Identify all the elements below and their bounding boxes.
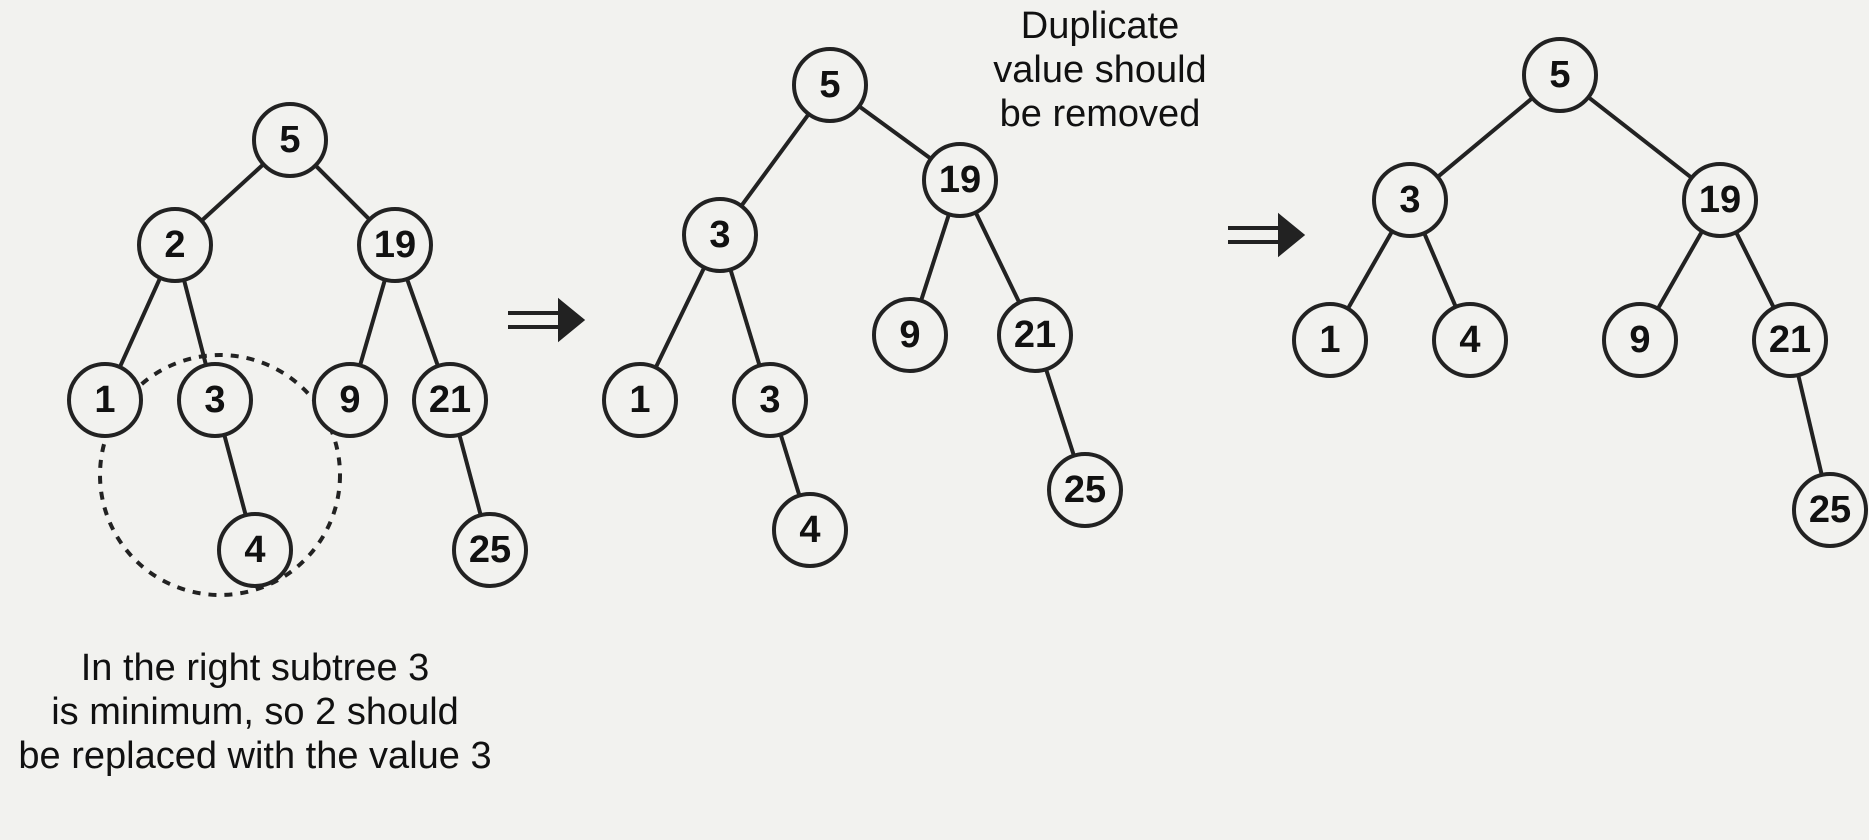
tree-edge	[315, 165, 369, 219]
node-label: 19	[1699, 179, 1741, 221]
node-label: 9	[899, 314, 920, 356]
node-label: 2	[164, 224, 185, 266]
tree-edge	[730, 269, 759, 365]
tree-edge	[184, 280, 206, 365]
tree-node: 1	[604, 364, 676, 436]
node-label: 1	[94, 379, 115, 421]
tree-node: 19	[1684, 164, 1756, 236]
tree-edge	[459, 435, 480, 515]
tree-node: 2	[139, 209, 211, 281]
node-label: 5	[819, 64, 840, 106]
node-label: 5	[1549, 54, 1570, 96]
node-label: 3	[204, 379, 225, 421]
tree-node: 5	[254, 104, 326, 176]
annotation-duplicate: Duplicatevalue shouldbe removed	[993, 5, 1206, 135]
tree-edge	[202, 164, 264, 220]
tree-edge	[1658, 231, 1702, 308]
annotation-line: value should	[993, 49, 1206, 91]
node-label: 21	[1014, 314, 1056, 356]
node-label: 4	[1459, 319, 1480, 361]
tree-node: 21	[999, 299, 1071, 371]
node-label: 21	[1769, 319, 1811, 361]
node-label: 4	[244, 529, 265, 571]
node-label: 25	[1809, 489, 1851, 531]
tree-node: 4	[219, 514, 291, 586]
tree-3: 53191492125	[1294, 39, 1866, 546]
tree-node: 4	[774, 494, 846, 566]
tree-node: 19	[359, 209, 431, 281]
node-label: 1	[629, 379, 650, 421]
tree-edge	[976, 212, 1020, 302]
node-label: 19	[939, 159, 981, 201]
tree-node: 1	[1294, 304, 1366, 376]
annotation-line: be removed	[1000, 93, 1201, 135]
node-label: 3	[759, 379, 780, 421]
transition-arrow	[1228, 217, 1302, 253]
annotation-line: In the right subtree 3	[81, 647, 430, 689]
tree-node: 25	[454, 514, 526, 586]
tree-node: 5	[1524, 39, 1596, 111]
node-label: 21	[429, 379, 471, 421]
tree-node: 9	[314, 364, 386, 436]
tree-edge	[781, 434, 800, 495]
tree-node: 9	[1604, 304, 1676, 376]
annotation-right-subtree: In the right subtree 3is minimum, so 2 s…	[18, 647, 491, 777]
node-label: 1	[1319, 319, 1340, 361]
annotation-line: Duplicate	[1021, 5, 1179, 47]
tree-edge	[1348, 231, 1392, 308]
tree-edge	[360, 280, 385, 366]
tree-1: 5 2 19 1 3 9 21 4 25	[69, 104, 526, 586]
tree-node: 9	[874, 299, 946, 371]
tree-edge	[224, 435, 245, 515]
node-label: 19	[374, 224, 416, 266]
node-label: 25	[469, 529, 511, 571]
annotation-line: is minimum, so 2 should	[51, 691, 459, 733]
tree-edge	[656, 267, 705, 367]
tree-edge	[1798, 375, 1822, 475]
tree-node: 3	[734, 364, 806, 436]
tree-node: 21	[1754, 304, 1826, 376]
node-label: 4	[799, 509, 820, 551]
tree-edge	[407, 279, 438, 366]
tree-edge	[1438, 98, 1533, 177]
tree-node: 3	[684, 199, 756, 271]
tree-edge	[1046, 369, 1074, 455]
tree-node: 21	[414, 364, 486, 436]
node-label: 5	[279, 119, 300, 161]
node-label: 9	[1629, 319, 1650, 361]
transition-arrow	[508, 302, 582, 338]
tree-edge	[120, 278, 160, 367]
tree-edge	[921, 214, 949, 300]
node-label: 25	[1064, 469, 1106, 511]
tree-node: 3	[1374, 164, 1446, 236]
tree-node: 25	[1049, 454, 1121, 526]
tree-node: 5	[794, 49, 866, 121]
tree-node: 19	[924, 144, 996, 216]
tree-edge	[1588, 97, 1691, 178]
tree-node: 1	[69, 364, 141, 436]
node-label: 3	[709, 214, 730, 256]
tree-node: 3	[179, 364, 251, 436]
node-label: 3	[1399, 179, 1420, 221]
tree-edge	[859, 106, 931, 159]
tree-edge	[741, 114, 808, 206]
tree-edge	[1736, 232, 1774, 308]
tree-edge	[1424, 233, 1456, 307]
annotation-line: be replaced with the value 3	[18, 735, 491, 777]
tree-node: 4	[1434, 304, 1506, 376]
tree-node: 25	[1794, 474, 1866, 546]
bst-deletion-diagram: 52191392142553191392142553191492125In th…	[0, 0, 1869, 840]
node-label: 9	[339, 379, 360, 421]
